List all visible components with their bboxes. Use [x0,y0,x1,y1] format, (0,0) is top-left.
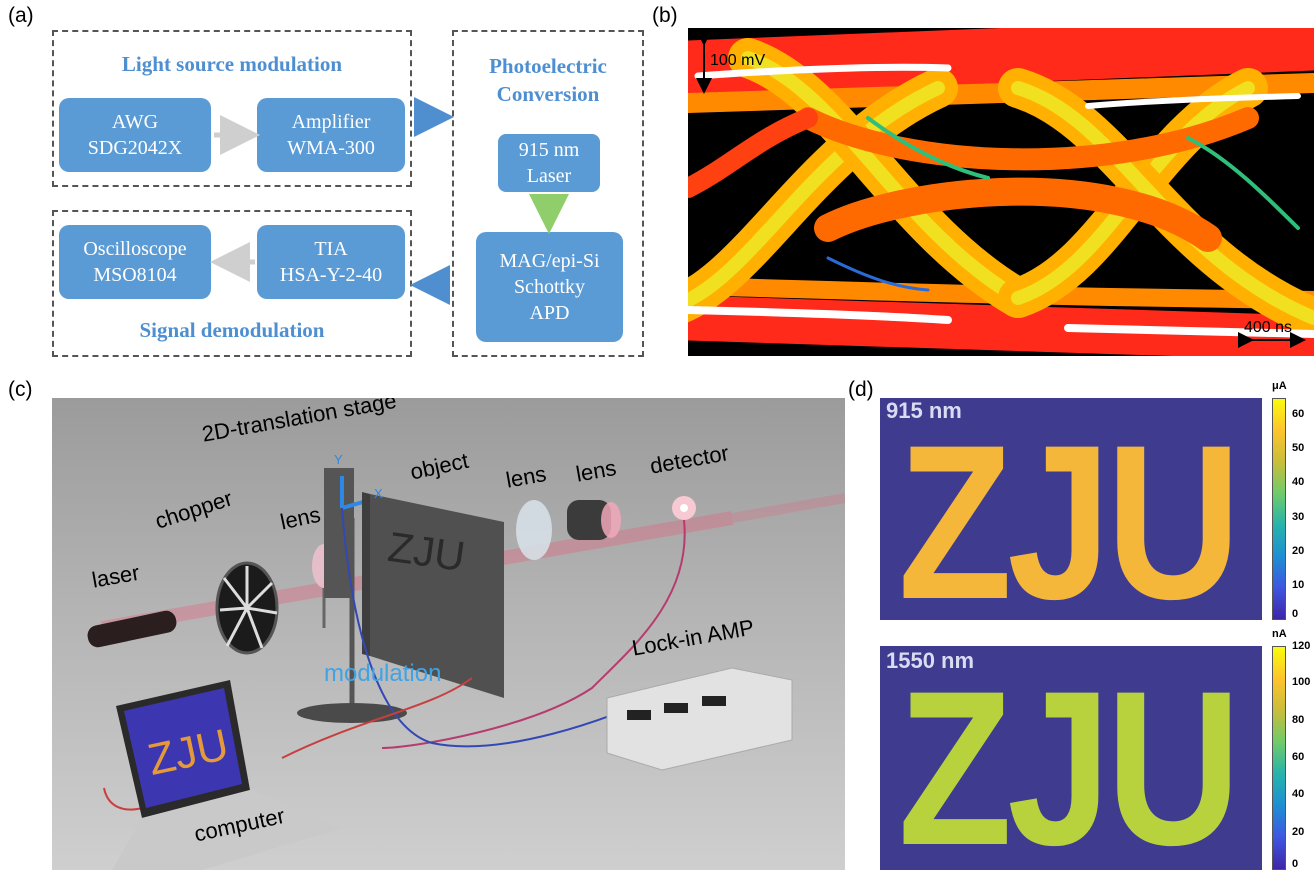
colorbar-1550 [1272,646,1286,870]
computer-keyboard [112,790,342,870]
awg-block: AWG SDG2042X [59,98,211,172]
map-915-letters: ZJU [898,399,1241,620]
colorbar-tick-label: 0 [1292,858,1299,870]
colorbar-tick-label: 60 [1292,408,1305,421]
voltage-scale-label: 100 mV [710,52,766,69]
colorbar-1550-unit: nA [1272,628,1287,640]
laser-block: 915 nm Laser [498,134,600,192]
map-1550-letters: ZJU [898,646,1241,870]
colorbar-915-unit: μA [1272,380,1287,392]
photoelectric-group [452,30,644,357]
photoelectric-title: Photoelectric Conversion [489,54,607,106]
eye-diagram: 100 mV 400 ns [688,28,1314,356]
lens-2 [516,500,552,560]
colorbar-tick-label: 120 [1292,640,1311,652]
light-source-title: Light source modulation [121,52,343,76]
setup-scene: 2D-translation stage chopper laser lens … [52,398,845,870]
axis-x-label: X [374,486,383,501]
panel-label-c: (c) [8,378,33,401]
panel-a-arrows [210,97,569,305]
eye-diagram-traces [688,28,1314,356]
object-panel [370,494,504,698]
colorbar-915 [1272,398,1286,620]
panel-label-b: (b) [652,4,678,27]
colorbar-tick-label: 30 [1292,510,1305,523]
colorbar-tick-label: 50 [1292,442,1305,455]
oscilloscope-block: Oscilloscope MSO8104 [59,225,211,299]
map-915: 915 nm ZJU [880,398,1262,620]
axis-y-label: Y [334,452,343,467]
colorbar-tick-label: 20 [1292,825,1305,838]
light-source-group [52,30,412,187]
colorbar-tick-label: 20 [1292,544,1305,557]
modulation-label: modulation [324,660,442,687]
colorbar-tick-label: 40 [1292,788,1305,801]
demodulation-title: Signal demodulation [139,318,325,342]
panel-label-d: (d) [848,378,874,401]
colorbar-tick-label: 60 [1292,751,1305,763]
map-915-wavelength: 915 nm [886,398,962,423]
eye-scale-bars [696,30,1306,348]
laser-body [87,610,177,648]
tia-block: TIA HSA-Y-2-40 [257,225,405,299]
colorbar-tick-label: 10 [1292,578,1305,591]
amplifier-block: Amplifier WMA-300 [257,98,405,172]
time-scale-label: 400 ns [1244,319,1293,336]
colorbar-tick-label: 100 [1292,676,1311,689]
apd-block: MAG/epi-Si Schottky APD [476,232,623,342]
map-1550-wavelength: 1550 nm [886,648,975,673]
lens-3 [567,500,611,540]
map-1550: 1550 nm ZJU [880,646,1262,870]
colorbar-tick-label: 80 [1292,713,1305,726]
colorbar-tick-label: 0 [1292,608,1299,620]
lock-in-amp [606,667,793,771]
setup-scene-art [87,468,845,870]
panel-label-a: (a) [8,4,34,27]
colorbar-tick-label: 40 [1292,476,1305,489]
